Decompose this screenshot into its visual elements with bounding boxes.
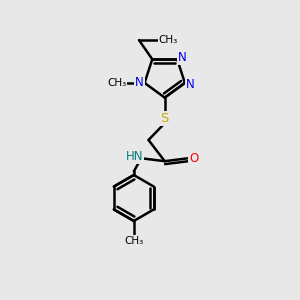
Text: CH₃: CH₃: [107, 78, 126, 88]
Text: O: O: [189, 152, 198, 165]
Text: N: N: [186, 78, 195, 91]
Text: CH₃: CH₃: [124, 236, 143, 246]
Text: CH₃: CH₃: [159, 35, 178, 45]
Text: N: N: [135, 76, 144, 89]
Text: HN: HN: [126, 150, 143, 163]
Text: S: S: [160, 112, 169, 125]
Text: N: N: [178, 51, 187, 64]
